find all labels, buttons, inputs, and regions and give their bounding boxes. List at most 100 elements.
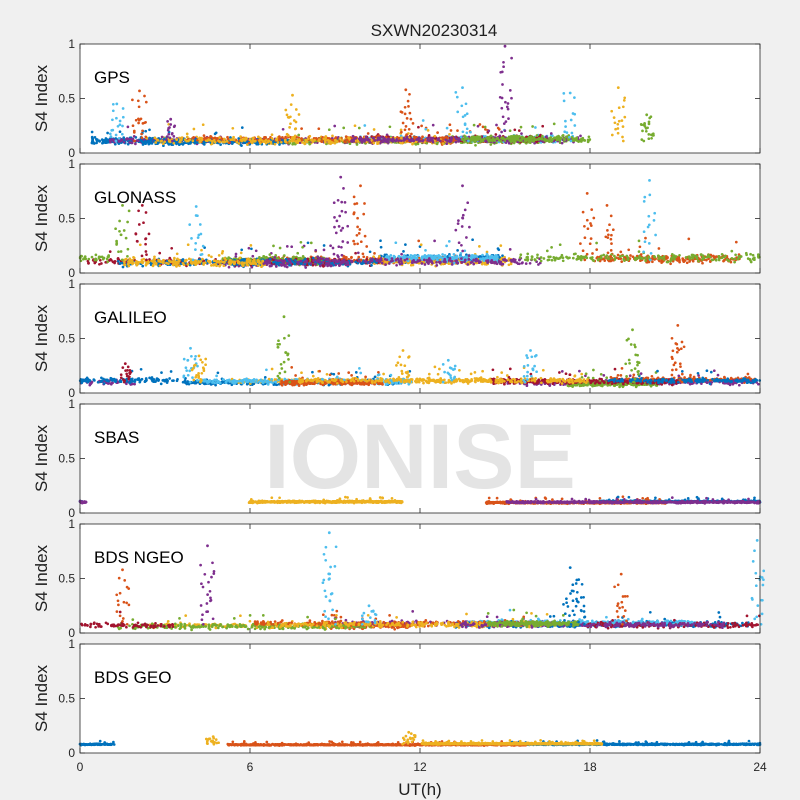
data-point [453,256,457,260]
data-point [226,135,229,139]
data-point [128,137,132,141]
data-point [350,255,353,259]
data-point [166,120,169,123]
data-point [518,139,522,143]
data-point [474,143,477,147]
data-point [137,105,141,109]
data-point [688,260,691,263]
data-point [448,133,451,136]
data-point [131,98,134,102]
data-point [499,244,503,247]
data-point [108,132,112,136]
data-point [431,123,435,127]
data-point [131,124,135,128]
data-point [300,127,303,130]
data-point [268,253,272,256]
data-point [344,140,347,144]
data-point [240,248,244,252]
data-point [493,138,496,142]
data-point [457,137,460,140]
data-point [115,116,118,120]
data-point [122,136,126,139]
data-point [100,262,103,265]
data-point [87,261,90,265]
data-point [317,138,321,141]
data-point [303,141,306,145]
data-point [169,117,173,121]
data-point [177,143,181,147]
data-point [510,96,513,100]
data-point [334,138,337,142]
data-point [351,138,354,142]
data-point [153,136,157,140]
data-point [587,135,591,139]
data-point [405,117,409,120]
data-point [441,139,445,142]
data-point [629,254,632,257]
data-point [108,250,112,253]
data-point [218,136,221,139]
data-point [536,138,540,141]
data-point [327,141,331,144]
data-point [270,136,274,140]
data-point [508,89,512,92]
data-point [173,124,177,128]
data-point [308,134,312,138]
data-point [489,143,493,146]
data-point [277,135,281,138]
data-point [582,138,586,142]
data-point [507,117,510,120]
data-point [445,244,448,248]
data-point [557,134,560,138]
data-point [705,258,708,262]
data-point [234,252,238,256]
data-point [141,129,144,133]
data-point [284,135,287,139]
data-point [403,112,407,116]
data-point [595,248,599,251]
data-point [484,128,487,131]
data-point [207,138,210,141]
data-point [461,86,464,89]
data-point [426,129,430,132]
data-point [645,113,649,117]
data-point [648,116,652,120]
data-point [144,135,148,139]
data-point [118,130,122,134]
data-point [407,127,411,131]
data-point [677,257,680,261]
data-point [640,138,644,141]
data-point [421,135,424,139]
data-point [93,136,97,139]
data-point [250,247,253,251]
data-point [623,115,627,119]
data-point [114,133,118,137]
data-point [364,135,368,139]
data-point [573,112,577,116]
data-point [270,133,274,137]
data-point [202,143,206,146]
data-point [678,260,681,264]
data-point [497,138,501,142]
data-point [623,96,627,100]
data-point [622,99,626,102]
data-point [273,142,277,146]
data-point [433,134,437,138]
data-point [294,108,298,111]
data-points [90,44,655,148]
data-point [295,140,299,143]
data-point [438,255,442,259]
data-point [144,100,148,104]
data-point [501,83,504,86]
data-point [341,138,344,142]
data-point [495,258,499,261]
data-point [299,240,303,244]
data-point [429,136,432,140]
data-point [345,255,348,259]
data-point [180,136,184,139]
data-point [610,133,614,137]
data-point [141,143,145,146]
data-point [333,141,337,145]
data-point [161,142,165,145]
data-point [193,141,197,145]
